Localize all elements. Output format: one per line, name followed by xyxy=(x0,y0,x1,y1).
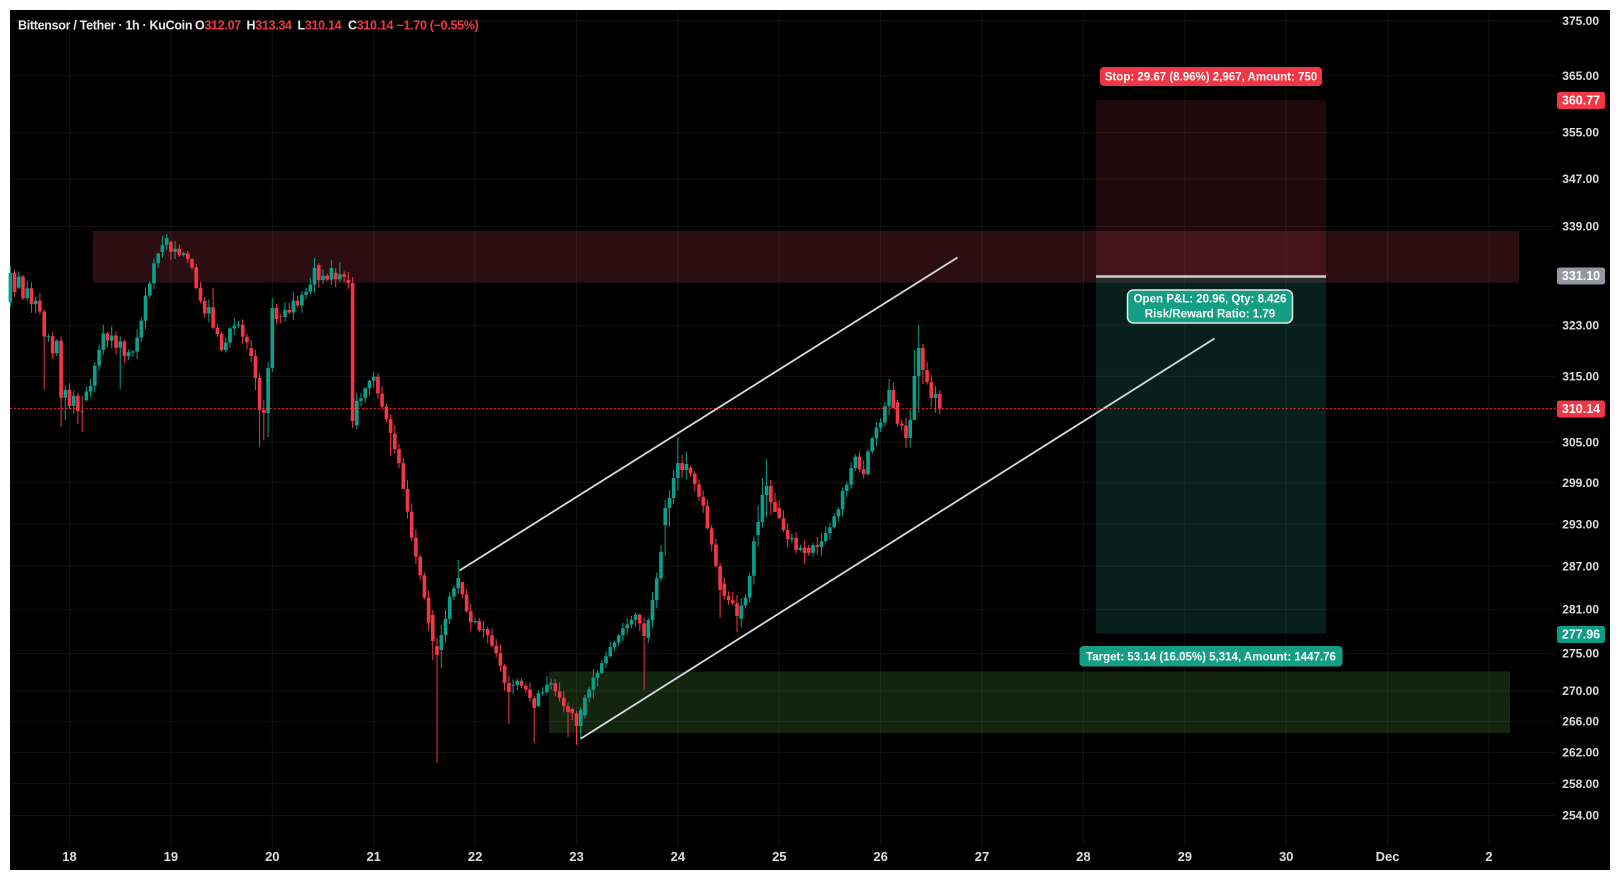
svg-text:281.00: 281.00 xyxy=(1562,603,1599,617)
svg-text:347.00: 347.00 xyxy=(1562,172,1599,186)
svg-text:355.00: 355.00 xyxy=(1562,126,1599,140)
svg-text:Risk/Reward Ratio: 1.79: Risk/Reward Ratio: 1.79 xyxy=(1145,309,1275,321)
svg-text:18: 18 xyxy=(62,849,76,864)
svg-text:H313.34: H313.34 xyxy=(247,19,293,33)
svg-text:258.00: 258.00 xyxy=(1562,777,1599,791)
svg-text:30: 30 xyxy=(1279,849,1293,864)
svg-text:360.77: 360.77 xyxy=(1562,94,1600,108)
svg-text:19: 19 xyxy=(164,849,178,864)
svg-text:315.00: 315.00 xyxy=(1562,370,1599,384)
svg-text:254.00: 254.00 xyxy=(1562,809,1599,823)
svg-text:270.00: 270.00 xyxy=(1562,684,1599,698)
svg-text:Open P&L: 20.96, Qty: 8.426: Open P&L: 20.96, Qty: 8.426 xyxy=(1134,294,1287,306)
svg-text:25: 25 xyxy=(772,849,786,864)
svg-text:28: 28 xyxy=(1076,849,1090,864)
svg-text:331.10: 331.10 xyxy=(1562,269,1600,283)
svg-text:Bittensor / Tether · 1h · KuCo: Bittensor / Tether · 1h · KuCoin xyxy=(18,19,192,33)
svg-text:262.00: 262.00 xyxy=(1562,746,1599,760)
svg-text:Target: 53.14 (16.05%) 5,314,: Target: 53.14 (16.05%) 5,314, Amount: 14… xyxy=(1086,651,1336,663)
svg-text:287.00: 287.00 xyxy=(1562,560,1599,574)
svg-text:−1.70 (−0.55%): −1.70 (−0.55%) xyxy=(397,19,479,33)
svg-text:365.00: 365.00 xyxy=(1562,69,1599,83)
svg-text:27: 27 xyxy=(975,849,989,864)
svg-text:293.00: 293.00 xyxy=(1562,517,1599,531)
svg-text:O312.07: O312.07 xyxy=(195,19,241,33)
svg-text:2: 2 xyxy=(1485,849,1492,864)
svg-text:277.96: 277.96 xyxy=(1562,628,1600,642)
svg-text:C310.14: C310.14 xyxy=(348,19,394,33)
svg-text:375.00: 375.00 xyxy=(1562,14,1599,28)
svg-text:29: 29 xyxy=(1178,849,1192,864)
svg-text:Stop: 29.67 (8.96%) 2,967, Amo: Stop: 29.67 (8.96%) 2,967, Amount: 750 xyxy=(1105,72,1317,84)
svg-text:20: 20 xyxy=(265,849,279,864)
svg-text:275.00: 275.00 xyxy=(1562,647,1599,661)
svg-text:21: 21 xyxy=(366,849,380,864)
svg-text:L310.14: L310.14 xyxy=(298,19,342,33)
svg-text:22: 22 xyxy=(468,849,482,864)
svg-text:26: 26 xyxy=(873,849,887,864)
svg-text:299.00: 299.00 xyxy=(1562,476,1599,490)
svg-text:Dec: Dec xyxy=(1376,849,1400,864)
svg-text:310.14: 310.14 xyxy=(1562,402,1600,416)
svg-text:323.00: 323.00 xyxy=(1562,318,1599,332)
svg-text:339.00: 339.00 xyxy=(1562,220,1599,234)
svg-text:266.00: 266.00 xyxy=(1562,715,1599,729)
svg-text:305.00: 305.00 xyxy=(1562,435,1599,449)
svg-text:23: 23 xyxy=(569,849,583,864)
svg-text:24: 24 xyxy=(671,849,686,864)
